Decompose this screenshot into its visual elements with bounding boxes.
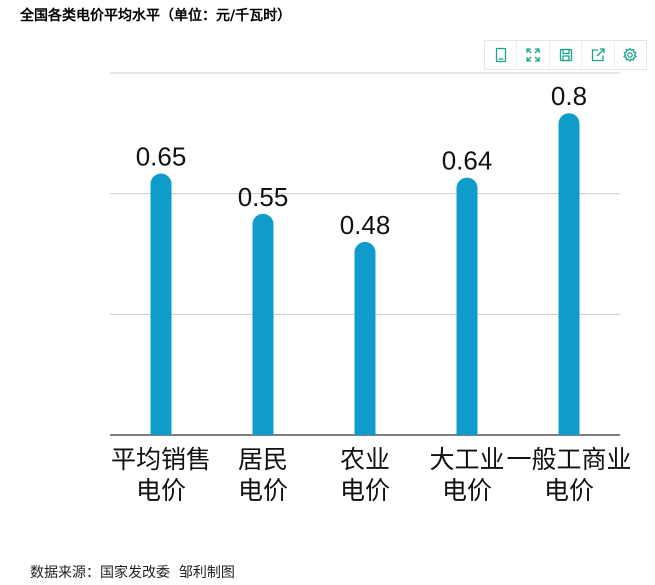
bar-value-label: 0.64: [442, 146, 493, 176]
bar-value-label: 0.48: [340, 210, 391, 240]
settings-icon: [623, 47, 638, 63]
data-view-icon: [495, 47, 506, 63]
x-tick-label: 电价: [544, 476, 594, 505]
x-tick-label: 电价: [442, 476, 492, 505]
bar[interactable]: [456, 177, 478, 436]
x-tick-label: 电价: [136, 476, 186, 505]
share-button[interactable]: [582, 41, 615, 69]
chart-toolbox: [484, 40, 647, 70]
restore-zoom-icon: [526, 48, 540, 62]
x-tick-label: 电价: [238, 476, 288, 505]
bar-value-label: 0.65: [136, 142, 187, 172]
share-icon: [591, 48, 605, 62]
bar[interactable]: [150, 173, 172, 436]
chart-footer: 数据来源：国家发改委 邹利制图: [30, 565, 235, 581]
bar[interactable]: [354, 241, 376, 435]
bar-value-label: 0.55: [238, 182, 289, 212]
x-tick-label: 电价: [340, 476, 390, 505]
bar[interactable]: [252, 213, 274, 435]
settings-button[interactable]: [615, 41, 646, 69]
save-image-icon: [559, 48, 572, 62]
x-tick-label: 大工业: [429, 445, 504, 474]
x-tick-label: 一般工商业: [506, 445, 631, 474]
chart-title: 全国各类电价平均水平（单位：元/千瓦时）: [20, 8, 292, 24]
x-tick-label: 平均销售: [111, 445, 211, 474]
data-view-button[interactable]: [485, 41, 518, 69]
x-tick-label: 居民: [238, 445, 288, 474]
restore-zoom-button[interactable]: [517, 41, 550, 69]
bar-value-label: 0.8: [551, 81, 587, 111]
save-image-button[interactable]: [550, 41, 583, 69]
bar[interactable]: [558, 113, 580, 435]
x-tick-label: 农业: [340, 445, 390, 474]
